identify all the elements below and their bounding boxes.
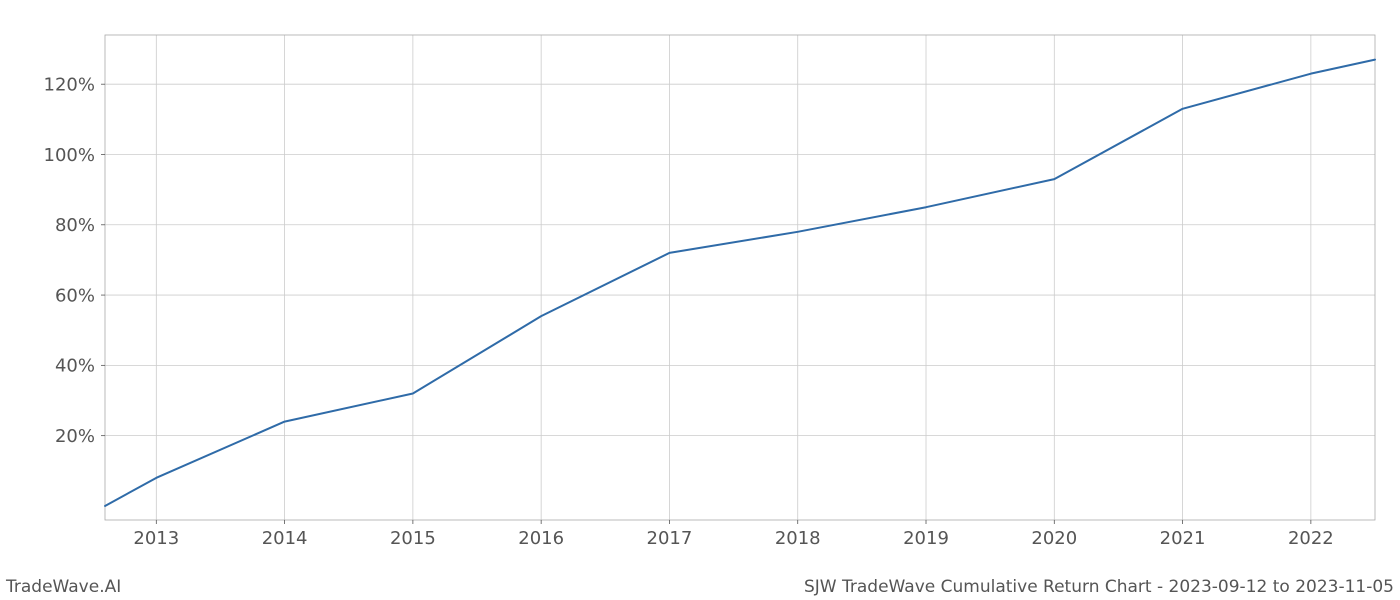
footer-caption: SJW TradeWave Cumulative Return Chart - …: [804, 577, 1394, 597]
y-tick-label: 80%: [55, 215, 95, 236]
line-chart: 2013 2014 2015 2016 2017 2018 2019 2020 2021 2022…: [0, 0, 1400, 600]
x-tick-label: 2016: [518, 528, 564, 549]
x-tick-label: 2019: [903, 528, 949, 549]
x-tick-label: 2013: [133, 528, 179, 549]
x-tick-label: 2015: [390, 528, 436, 549]
y-tick-label: 60%: [55, 285, 95, 306]
x-tick-label: 2022: [1288, 528, 1334, 549]
footer-brand: TradeWave.AI: [6, 577, 121, 597]
y-tick-label: 120%: [44, 75, 95, 96]
x-tick-label: 2014: [262, 528, 308, 549]
chart-container: 2013 2014 2015 2016 2017 2018 2019 2020 2021 2022…: [0, 0, 1400, 600]
y-tick-label: 20%: [55, 426, 95, 447]
x-tick-label: 2021: [1160, 528, 1206, 549]
x-tick-label: 2018: [775, 528, 821, 549]
footer: TradeWave.AI SJW TradeWave Cumulative Re…: [0, 576, 1400, 600]
x-tick-label: 2020: [1031, 528, 1077, 549]
x-tick-label: 2017: [647, 528, 693, 549]
y-tick-label: 100%: [44, 145, 95, 166]
y-tick-label: 40%: [55, 356, 95, 377]
chart-background: [0, 0, 1400, 600]
